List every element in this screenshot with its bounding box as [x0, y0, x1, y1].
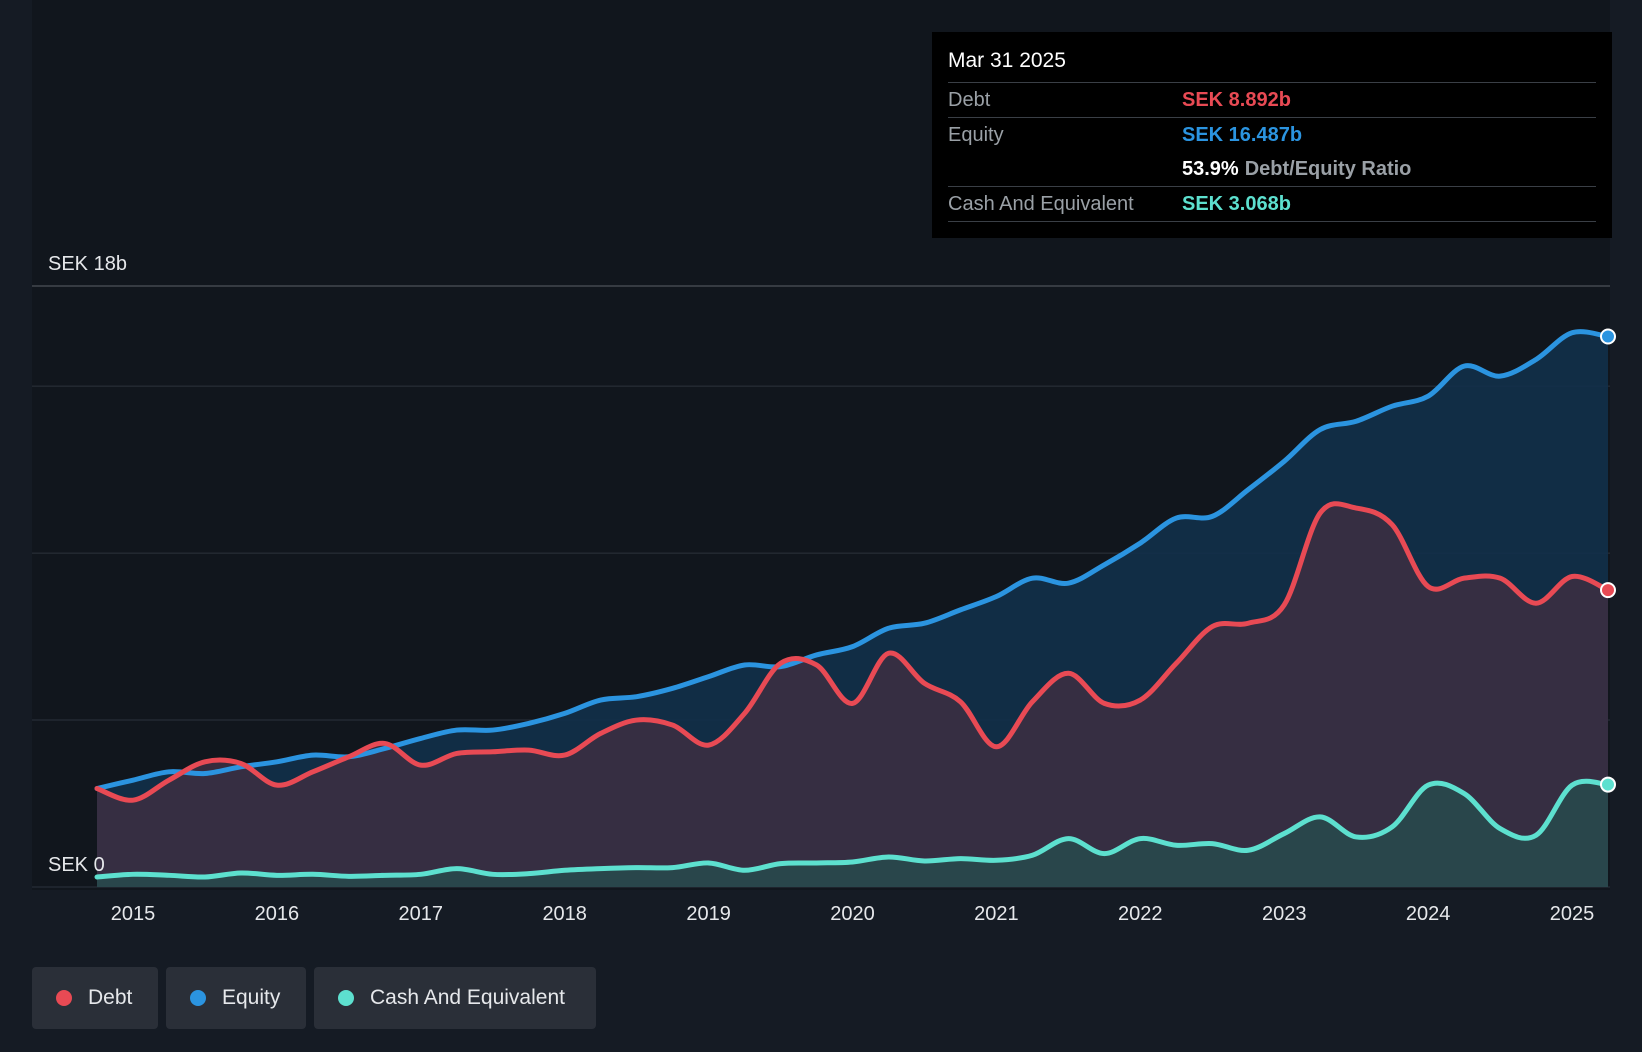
series-areas	[97, 331, 1608, 887]
tooltip-ratio-value: 53.9%	[1182, 157, 1239, 180]
y-axis-top-label: SEK 18b	[48, 253, 127, 275]
legend-item-equity[interactable]: Equity	[166, 967, 306, 1029]
cash-and-equivalent-area	[97, 781, 1608, 887]
x-tick-2025: 2025	[1550, 903, 1595, 925]
tooltip-ratio-label: Debt/Equity Ratio	[1244, 157, 1412, 180]
tooltip-equity-value: SEK 16.487b	[1182, 123, 1303, 146]
x-tick-2019: 2019	[686, 903, 731, 925]
legend-debt-label: Debt	[88, 986, 133, 1009]
x-tick-2023: 2023	[1262, 903, 1307, 925]
tooltip-equity-row: Equity SEK 16.487b	[948, 118, 1596, 152]
series-lines	[94, 329, 1611, 880]
debt-endpoint[interactable]	[1600, 582, 1616, 599]
tooltip-ratio-row: 53.9% Debt/Equity Ratio	[948, 152, 1596, 187]
legend-item-debt[interactable]: Debt	[32, 967, 158, 1029]
tooltip-date: Mar 31 2025	[948, 46, 1596, 83]
equity-dot-icon	[190, 990, 206, 1006]
legend-cash-label: Cash And Equivalent	[370, 986, 565, 1009]
x-tick-2022: 2022	[1118, 903, 1163, 925]
debt-dot-icon	[56, 990, 72, 1006]
debt-line	[94, 501, 1611, 803]
tooltip-debt-value: SEK 8.892b	[1182, 88, 1291, 111]
tooltip-cash-row: Cash And Equivalent SEK 3.068b	[948, 187, 1596, 222]
tooltip-cash-label: Cash And Equivalent	[948, 192, 1134, 215]
equity-endpoint[interactable]	[1600, 328, 1616, 345]
tooltip-equity-label: Equity	[948, 123, 1004, 146]
x-tick-2016: 2016	[255, 903, 300, 925]
x-tick-2018: 2018	[542, 903, 587, 925]
x-tick-2017: 2017	[399, 903, 444, 925]
hover-tooltip: Mar 31 2025 Debt SEK 8.892b Equity SEK 1…	[932, 32, 1612, 238]
x-axis-ticks: 2015 2016 2017 2018 2019 2020 2021 2022 2023 2024…	[111, 903, 1595, 925]
tooltip-debt-label: Debt	[948, 88, 991, 111]
cash-dot-icon	[338, 990, 354, 1006]
x-tick-2021: 2021	[974, 903, 1019, 925]
x-tick-2020: 2020	[830, 903, 875, 925]
x-tick-2015: 2015	[111, 903, 156, 925]
cash-and-equivalent-endpoint[interactable]	[1600, 776, 1616, 793]
y-axis-bottom-label: SEK 0	[48, 854, 105, 876]
series-endpoints	[1600, 328, 1616, 793]
tooltip-debt-row: Debt SEK 8.892b	[948, 83, 1596, 118]
cash-and-equivalent-line	[94, 778, 1611, 880]
x-tick-2024: 2024	[1406, 903, 1451, 925]
debt-area	[97, 503, 1608, 887]
tooltip-cash-value: SEK 3.068b	[1182, 192, 1291, 215]
legend-equity-label: Equity	[222, 986, 281, 1009]
legend-item-cash[interactable]: Cash And Equivalent	[314, 967, 596, 1029]
